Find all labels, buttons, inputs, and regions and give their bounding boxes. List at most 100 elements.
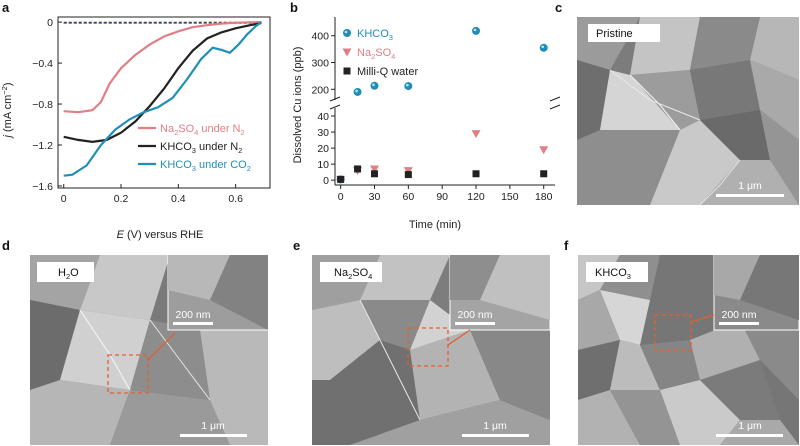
chart-b-ytick-label-lower: 20: [317, 143, 329, 155]
chart-b-point-0-4: [472, 26, 481, 35]
chart-b-ytick-label-upper: 200: [311, 84, 329, 96]
chart-a-xtick-label: 0.6: [228, 193, 243, 205]
scale-bar-f: [716, 434, 783, 437]
chart-b-series: [336, 26, 549, 184]
chart-b-point-2-2: [370, 170, 378, 178]
chart-a-axes: 0 0.2 0.4 0.6 0 −0.4 −0.8 −1.2 −1.6: [32, 16, 271, 205]
inset-scale-label-d: 200 nm: [175, 309, 210, 321]
chart-b-point-1-3: [403, 167, 413, 176]
chart-a-ytick-label: −0.8: [32, 99, 53, 111]
sem-tag-e: Na2SO4: [334, 267, 372, 281]
roi-arrow-d: [147, 332, 176, 361]
chart-b-xtick-label: 120: [467, 191, 485, 203]
roi-arrow-e: [447, 329, 471, 346]
roi-box-f: [654, 314, 692, 351]
chart-a-ytick-label: −1.2: [32, 140, 53, 152]
sem-inset-f: 200 nm: [713, 254, 800, 331]
chart-b-point-2-4: [472, 170, 480, 178]
chart-b-point-0-3: [404, 82, 413, 91]
chart-a-legend-label-0: Na2SO4 under N2: [160, 123, 245, 137]
chart-a-legend-label-2: KHCO3 under CO2: [160, 159, 251, 173]
chart-b-point-0-1: [353, 87, 362, 96]
inset-scale-label-e: 200 nm: [457, 309, 492, 321]
chart-b-point-2-3: [404, 171, 412, 179]
chart-a-legend-label-1: KHCO3 under N2: [160, 141, 242, 155]
roi-box-e: [407, 327, 449, 367]
chart-a-ytick-label: −0.4: [32, 58, 53, 70]
sem-inset-e: 200 nm: [449, 254, 551, 331]
chart-b-legend-marker-1: [342, 48, 352, 57]
sem-inset-d: 200 nm: [167, 254, 269, 331]
chart-b-axes: 0 30 60 90 120 150 180 400 300 200 40 30 20 10 0: [311, 17, 561, 203]
chart-b-axis-break-right2: [549, 104, 561, 110]
sem-image-e: [312, 255, 550, 445]
chart-b-axis-break-left2: [329, 104, 341, 110]
chart-b-point-1-2: [369, 165, 379, 174]
panel-label-e: e: [293, 238, 300, 253]
chart-b-point-0-5-highlight: [541, 45, 545, 49]
scale-label-f: 1 μm: [738, 420, 762, 432]
chart-a-ylabel-sup: −2: [0, 86, 9, 95]
panel-f: f 200 nm KHCO3: [564, 238, 800, 445]
chart-b-xtick-label: 60: [402, 191, 414, 203]
chart-a-ylabel-close: ): [2, 82, 14, 86]
chart-b-xlabel: Time (min): [409, 219, 461, 231]
inset-scale-bar-e: [455, 322, 495, 325]
sem-tag-d: H2O: [58, 267, 79, 281]
chart-b-ytick-label-lower: 10: [317, 159, 329, 171]
chart-b-point-0-2-highlight: [372, 83, 375, 87]
sem-image-d: [30, 255, 268, 445]
scale-bar-e: [462, 434, 529, 437]
chart-b-xtick-label: 30: [369, 191, 381, 203]
chart-b-point-2-1: [354, 165, 362, 173]
chart-a-ylabel: j (mA cm−2): [0, 82, 14, 139]
chart-b-axis-break-right: [549, 96, 561, 102]
chart-a-line-1: [63, 22, 262, 144]
chart-a-xlabel-var: E: [117, 229, 125, 241]
panel-b: b 0 30 60 90 120 150 180 400 300 200 40 30 20 10 0 KHC…: [290, 0, 561, 231]
chart-a-legend: Na2SO4 under N2 KHCO3 under N2 KHCO3 under…: [138, 123, 251, 173]
scale-label-e: 1 μm: [483, 420, 507, 432]
chart-b-ytick-label-upper: 400: [311, 31, 329, 43]
chart-a-frame: [57, 16, 271, 189]
chart-a-ytick-label: 0: [47, 17, 53, 29]
sem-tag-f: KHCO3: [595, 267, 631, 281]
chart-b-legend-marker-0-highlight: [344, 30, 348, 34]
chart-b-xtick-label: 0: [338, 191, 344, 203]
chart-a-ylabel-var: j: [2, 135, 14, 140]
sem-tag-d-box: [37, 262, 94, 282]
inset-scale-bar-d: [173, 322, 213, 325]
chart-a-xtick-label: 0.4: [171, 193, 186, 205]
chart-b-legend-marker-2: [343, 67, 351, 75]
sem-tag-c-box: [588, 24, 660, 42]
panel-label-d: d: [2, 238, 10, 253]
chart-a-xlabel: E (V) versus RHE: [117, 229, 204, 241]
chart-b-point-0-4-highlight: [473, 28, 477, 32]
chart-b-ytick-label-lower: 0: [323, 175, 329, 187]
panel-label-f: f: [564, 238, 569, 253]
sem-image-c: [577, 17, 799, 205]
chart-a-ytick-label: −1.6: [32, 181, 53, 193]
chart-b-ytick-label-upper: 300: [311, 58, 329, 70]
chart-a-xlabel-text: (V) versus RHE: [124, 229, 203, 241]
chart-b-xtick-label: 180: [535, 191, 553, 203]
chart-b-point-0-3-highlight: [406, 83, 409, 87]
chart-b-legend-label-0: KHCO3: [357, 28, 393, 42]
chart-b-point-2-0: [337, 175, 345, 183]
panel-e: e 200 nm Na2SO4 1 μm: [293, 238, 551, 445]
inset-scale-bar-f: [719, 322, 759, 325]
chart-a-line-2: [63, 21, 263, 177]
chart-a-xtick-label: 0: [61, 193, 67, 205]
chart-a-line-0: [63, 21, 262, 114]
panel-label-c: c: [555, 0, 562, 15]
chart-b-legend: KHCO3 Na2SO4 Milli-Q water: [342, 28, 418, 78]
roi-arrow-f: [690, 314, 715, 323]
chart-a-ylabel-text: (mA cm: [2, 95, 14, 135]
chart-b-legend-label-1: Na2SO4: [357, 47, 395, 61]
chart-b-point-1-4: [471, 130, 481, 139]
panel-a: a 0 0.2 0.4 0.6 0 −0.4 −0.8 −1.2 −1.6 Na2SO4 und…: [0, 0, 271, 241]
chart-b-point-1-5: [539, 146, 549, 155]
chart-b-legend-marker-0: [343, 29, 351, 37]
panel-label-a: a: [2, 0, 10, 15]
